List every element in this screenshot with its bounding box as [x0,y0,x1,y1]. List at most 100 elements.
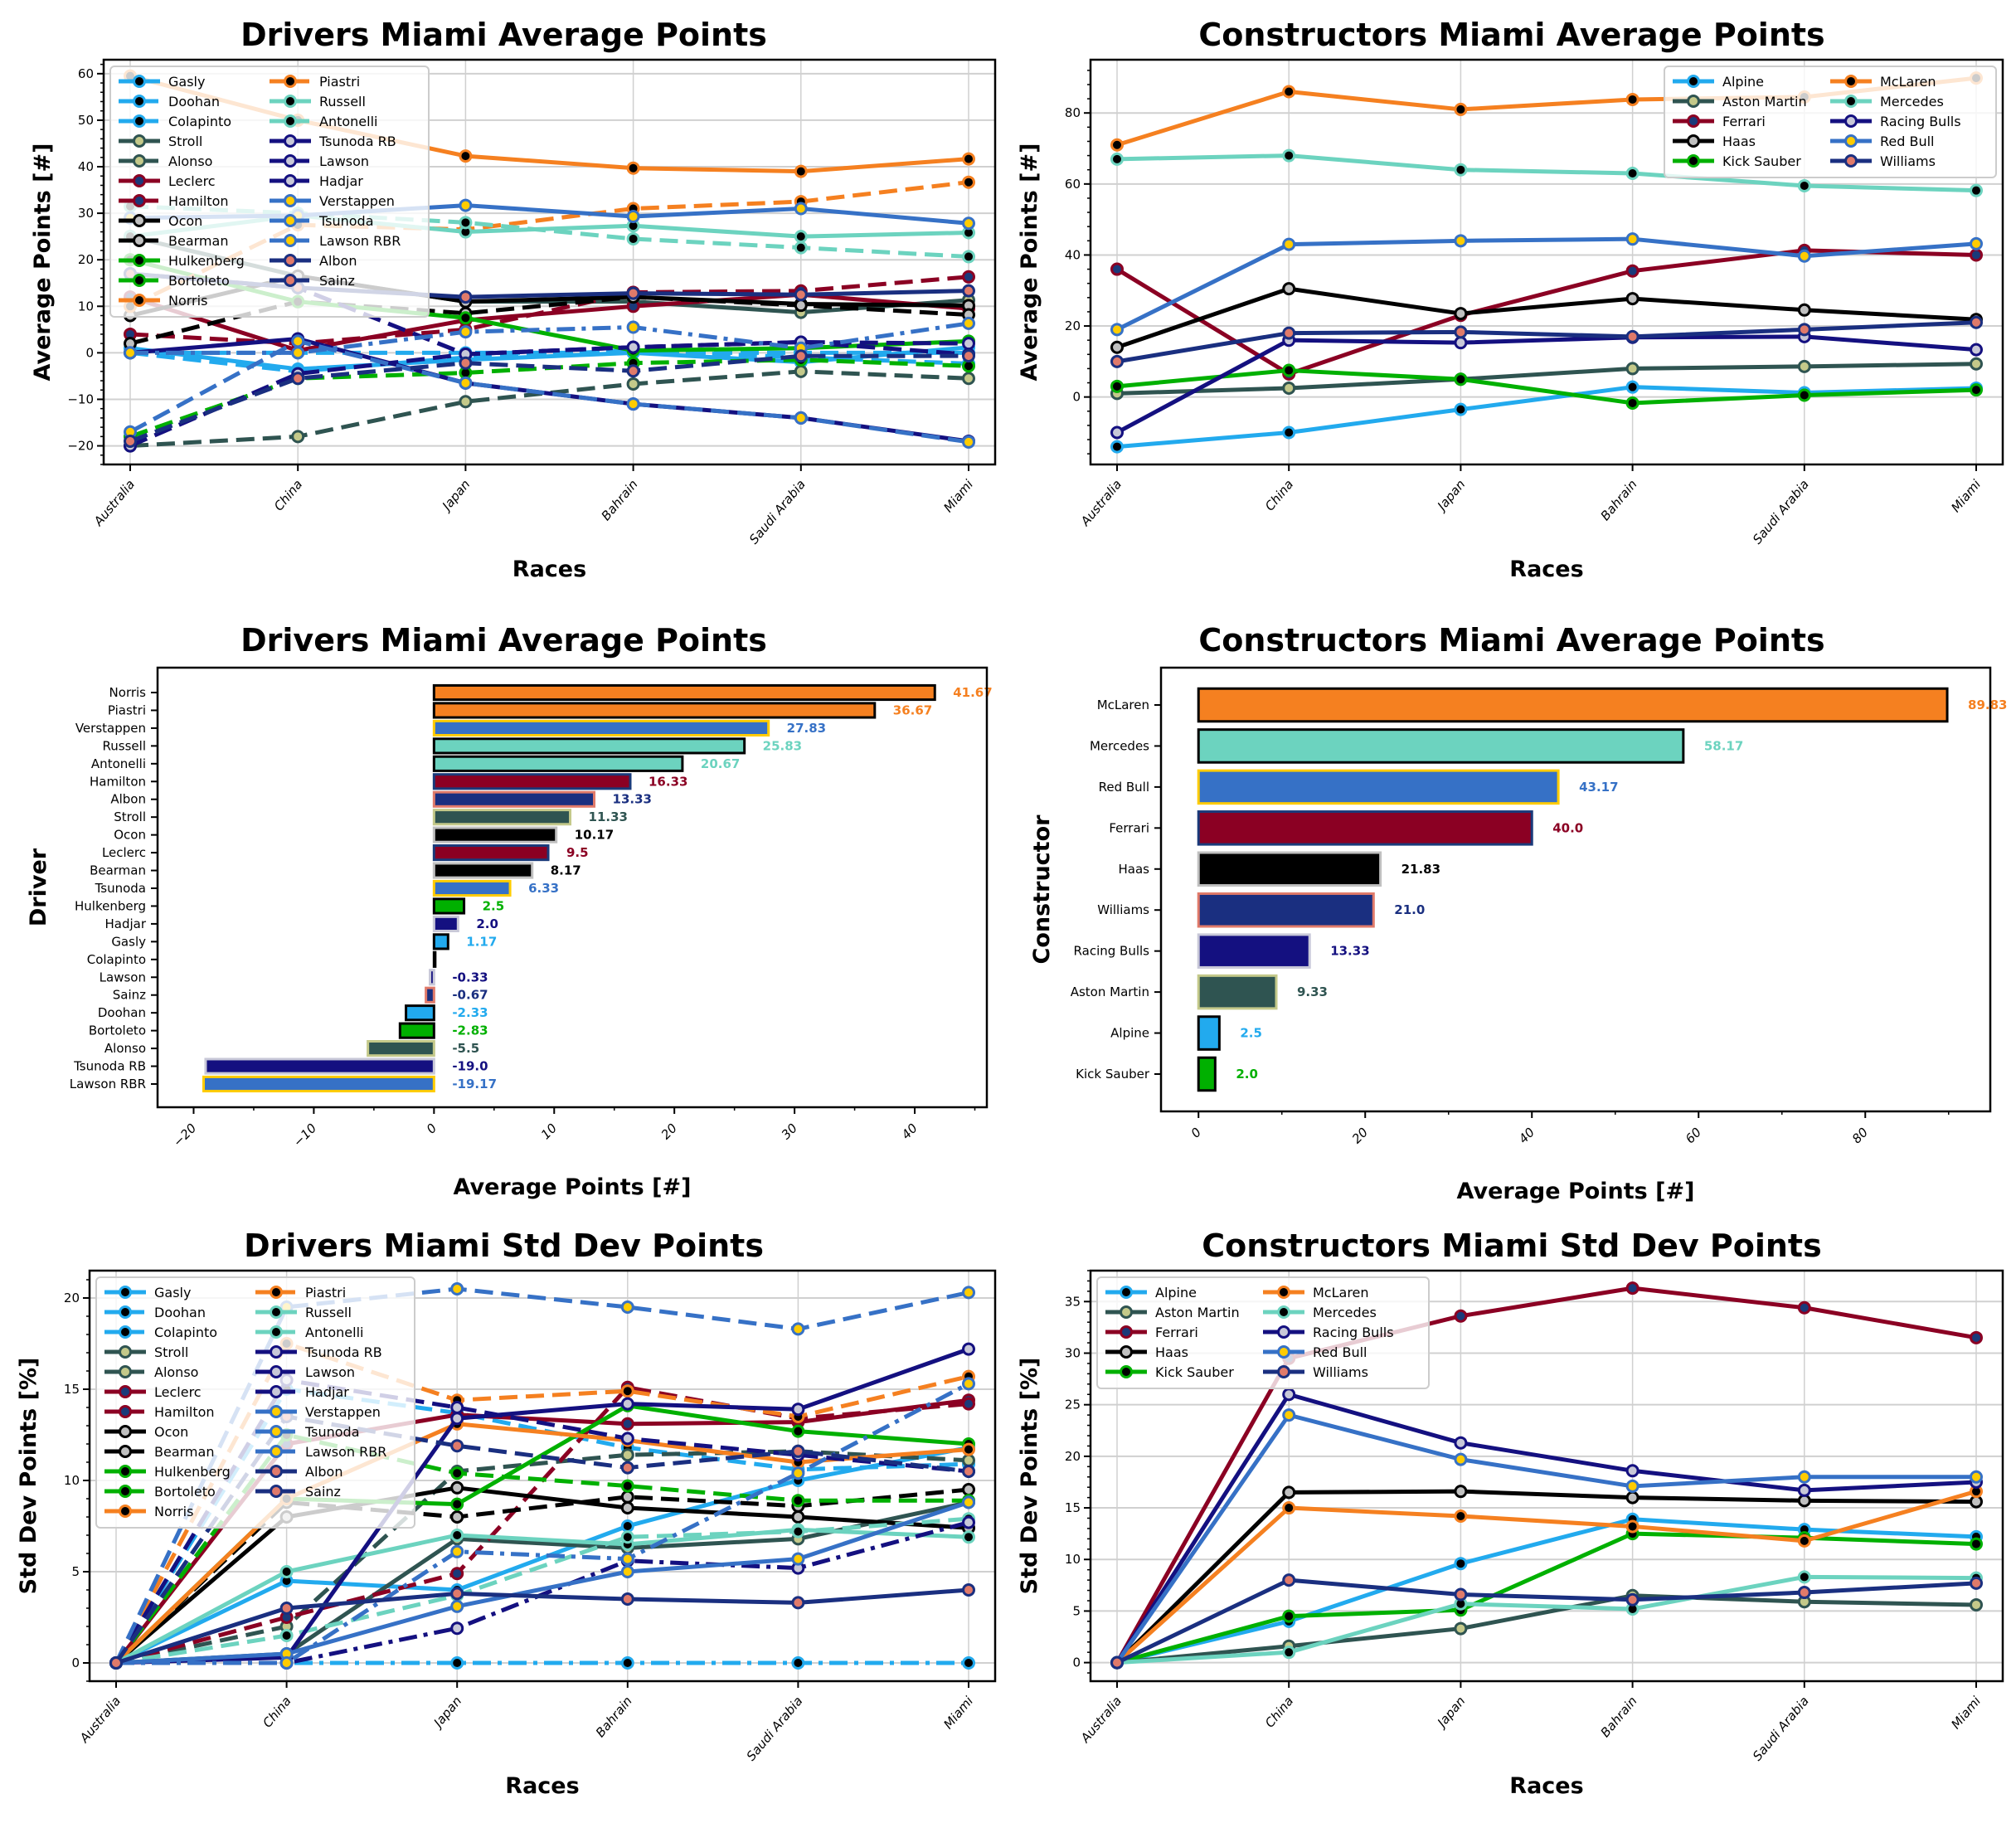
y-tick-label: Haas [1119,862,1150,877]
legend-marker-swatch [284,194,297,207]
series-williams [1110,1573,1983,1670]
data-point [459,149,473,163]
data-point [1282,363,1296,377]
legend-item: Piastri [270,74,360,90]
legend-marker-swatch [133,234,146,247]
data-point [1797,303,1811,317]
data-point [1625,1592,1640,1607]
series-line [115,1449,969,1665]
x-axis-label: Races [513,557,586,582]
y-tick-label: 20 [1065,318,1081,333]
data-point [1110,354,1124,368]
legend-item: Sainz [255,1484,341,1500]
x-tick-label: Miami [1948,1693,1984,1732]
data-point [1625,292,1640,306]
legend-item: Stroll [119,134,202,149]
bar [1197,687,1949,723]
legend-box [109,66,430,318]
data-point [450,1599,464,1613]
legend-item: Hulkenberg [119,253,245,269]
data-point [1282,1388,1296,1402]
bar-value-label: 9.33 [1297,984,1328,999]
legend-label: Antonelli [305,1325,363,1340]
x-tick-label: Miami [940,1693,976,1732]
series-line [1116,385,1977,450]
legend-marker-swatch [270,1425,283,1438]
legend-label: Piastri [319,74,360,90]
y-tick-label: Williams [1097,902,1149,917]
data-point [962,1515,975,1529]
legend-marker-swatch [119,1425,132,1438]
y-tick-label: Racing Bulls [1074,944,1150,959]
data-point [450,1401,464,1414]
bar [1197,769,1560,805]
bar-value-label: 2.0 [1236,1067,1258,1082]
series-line [114,1432,969,1665]
data-point [962,435,975,449]
legend-marker-swatch [270,1345,283,1359]
legend-item: Ocon [119,213,202,229]
y-tick-label: Russell [103,738,146,753]
legend-label: Stroll [168,134,202,149]
legend-marker-swatch [284,254,297,267]
data-point [962,1442,975,1456]
x-axis-label: Average Points [#] [1457,1179,1695,1204]
legend-label: Sainz [319,273,355,289]
legend-item: Mercedes [1263,1305,1377,1320]
series-kick-sauber [1110,363,1983,410]
legend-label: Aston Martin [1155,1305,1240,1320]
legend-item: Norris [104,1504,193,1519]
y-tick-label: Verstappen [75,721,146,736]
data-point [459,376,473,390]
data-point [1282,1408,1296,1422]
legend-label: Williams [1880,153,1936,169]
legend-marker-swatch [1120,1286,1133,1299]
legend-marker-swatch [270,1445,283,1458]
legend-item: Tsunoda RB [270,134,396,149]
legend-label: Piastri [305,1285,346,1300]
data-point [794,230,808,244]
data-point [1625,232,1640,246]
legend-item: Albon [255,1464,342,1480]
legend-item: Williams [1830,153,1936,169]
legend-marker-swatch [119,1465,132,1478]
legend-marker-swatch [284,234,297,247]
data-point [1625,329,1640,343]
data-point [620,1565,634,1578]
legend-label: Hamilton [168,193,229,209]
data-point [1970,357,1983,371]
legend-item: Leclerc [119,173,216,189]
series-line [1116,368,1977,406]
legend-item: Aston Martin [1105,1305,1240,1320]
legend-marker-swatch [1277,1365,1290,1378]
legend-label: Ocon [168,213,202,229]
legend-marker-swatch [133,114,146,128]
series-line [129,348,969,374]
legend-label: Gasly [154,1285,191,1300]
legend-item: Gasly [104,1285,191,1300]
series-sainz [124,349,975,448]
data-point [791,1596,805,1610]
series-line [1115,1578,1977,1665]
data-point [1454,234,1468,248]
drivers-average-points-bar-chart: Drivers Miami Average Points Norris 41.67 P… [0,605,1008,1211]
legend-marker-swatch [270,1365,283,1378]
data-point [1970,183,1983,197]
legend-item: Alpine [1673,74,1764,90]
legend-marker-swatch [133,254,146,267]
data-point [450,1412,464,1426]
data-point [791,1510,805,1524]
legend-item: Alonso [119,153,212,169]
bar-value-label: 6.33 [528,881,559,896]
legend-label: Red Bull [1313,1344,1367,1360]
data-point [1625,1479,1640,1493]
series-line [1116,153,1977,193]
data-point [1454,402,1468,416]
series-mercedes [1110,1570,1983,1670]
legend-marker-swatch [270,1485,283,1498]
data-point [1625,396,1640,410]
y-tick-label: Bearman [90,863,146,878]
x-tick-label: 40 [1516,1125,1538,1146]
y-axis-label: Std Dev Points [%] [1017,1358,1042,1595]
bar-value-label: 41.67 [953,685,992,700]
